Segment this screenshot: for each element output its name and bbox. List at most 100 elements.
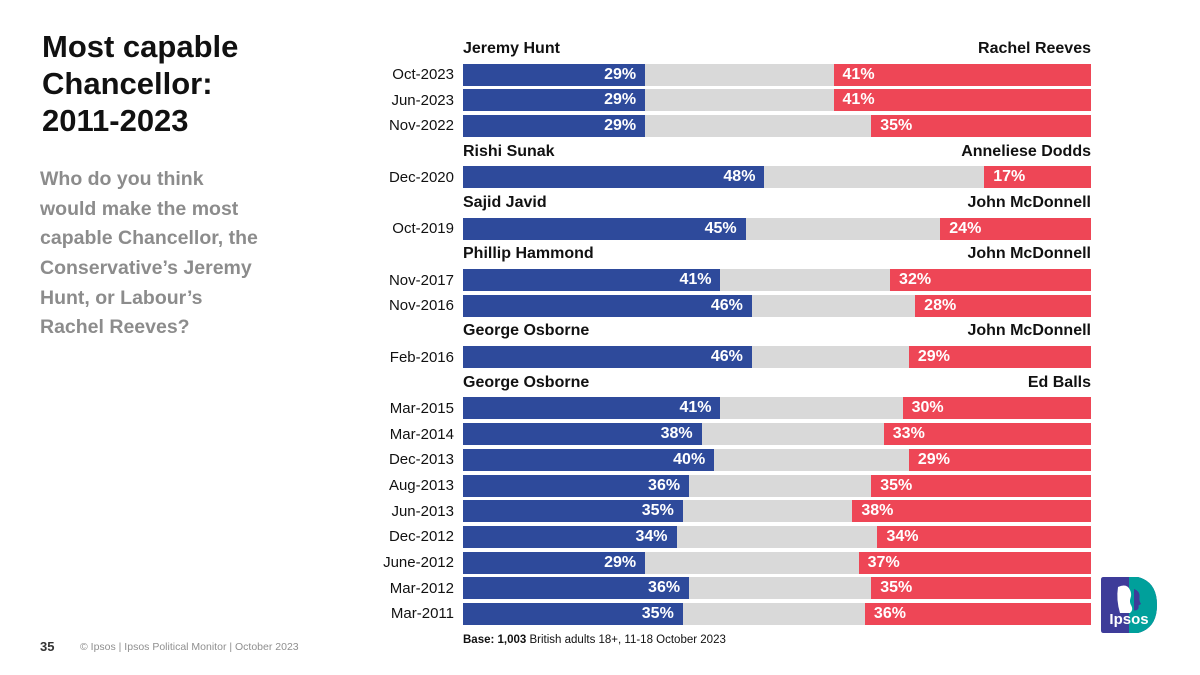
conservative-bar: 29% bbox=[463, 63, 646, 86]
chart-row: Nov-2022 29% 35% bbox=[378, 113, 1094, 139]
labour-bar: 35% bbox=[871, 577, 1091, 600]
pairing-header-row: George Osborne John McDonnell bbox=[378, 319, 1094, 345]
chart-row: Nov-2017 41% 32% bbox=[378, 267, 1094, 293]
labour-bar: 35% bbox=[871, 114, 1091, 137]
ipsos-logo-text: Ipsos bbox=[1109, 611, 1148, 628]
labour-value-label: 30% bbox=[911, 399, 944, 417]
date-label: Nov-2022 bbox=[388, 117, 454, 135]
conservative-bar: 41% bbox=[463, 269, 721, 292]
date-label: Nov-2016 bbox=[388, 297, 454, 315]
date-label: Jun-2013 bbox=[391, 502, 454, 520]
labour-bar: 35% bbox=[871, 474, 1091, 497]
conservative-value-label: 36% bbox=[648, 579, 681, 597]
labour-bar: 30% bbox=[902, 397, 1091, 420]
conservative-bar: 36% bbox=[463, 474, 690, 497]
conservative-bar: 40% bbox=[463, 448, 715, 471]
chart-row: Jun-2013 35% 38% bbox=[378, 498, 1094, 524]
conservative-bar: 29% bbox=[463, 551, 646, 574]
pairing-header: George Osborne Ed Balls bbox=[463, 374, 1091, 392]
pairing-header: Rishi Sunak Anneliese Dodds bbox=[463, 143, 1091, 161]
pairing-header: Sajid Javid John McDonnell bbox=[463, 194, 1091, 212]
conservative-name-label: George Osborne bbox=[463, 373, 590, 391]
chart-row: Dec-2013 40% 29% bbox=[378, 447, 1094, 473]
labour-value-label: 35% bbox=[880, 476, 913, 494]
conservative-name-label: Rishi Sunak bbox=[463, 142, 555, 160]
conservative-bar: 41% bbox=[463, 397, 721, 420]
date-label: Aug-2013 bbox=[388, 477, 454, 495]
conservative-value-label: 46% bbox=[710, 296, 743, 314]
chart-row: Mar-2011 35% 36% bbox=[378, 601, 1094, 627]
labour-value-label: 41% bbox=[842, 65, 875, 83]
conservative-value-label: 29% bbox=[604, 65, 637, 83]
chart-row: Nov-2016 46% 28% bbox=[378, 293, 1094, 319]
conservative-name-label: Jeremy Hunt bbox=[463, 39, 560, 57]
bar-track: 38% 33% bbox=[463, 423, 1091, 446]
chart-row: Dec-2012 34% 34% bbox=[378, 524, 1094, 550]
labour-bar: 37% bbox=[858, 551, 1091, 574]
labour-bar: 41% bbox=[833, 89, 1091, 112]
labour-value-label: 35% bbox=[880, 116, 913, 134]
chart-row: Mar-2012 36% 35% bbox=[378, 575, 1094, 601]
conservative-bar: 48% bbox=[463, 166, 765, 189]
date-label: Dec-2020 bbox=[388, 168, 454, 186]
conservative-value-label: 45% bbox=[704, 219, 737, 237]
date-label: Nov-2017 bbox=[388, 271, 454, 289]
ipsos-logo: Ipsos bbox=[1101, 577, 1157, 633]
labour-value-label: 41% bbox=[842, 91, 875, 109]
date-label: Mar-2012 bbox=[389, 579, 454, 597]
conservative-value-label: 41% bbox=[679, 271, 712, 289]
conservative-bar: 35% bbox=[463, 500, 683, 523]
labour-bar: 28% bbox=[915, 294, 1091, 317]
pairing-header-row: Jeremy Hunt Rachel Reeves bbox=[378, 36, 1094, 62]
labour-bar: 36% bbox=[864, 602, 1091, 625]
labour-name-label: Anneliese Dodds bbox=[961, 142, 1091, 160]
date-label: Dec-2012 bbox=[388, 528, 454, 546]
labour-name-label: Ed Balls bbox=[1027, 373, 1091, 391]
base-note-bold: Base: 1,003 bbox=[463, 634, 527, 646]
conservative-name-label: George Osborne bbox=[463, 322, 590, 340]
date-label: Feb-2016 bbox=[389, 348, 454, 366]
date-label: Dec-2013 bbox=[388, 451, 454, 469]
bar-track: 29% 35% bbox=[463, 114, 1091, 137]
conservative-bar: 36% bbox=[463, 577, 690, 600]
labour-value-label: 33% bbox=[892, 425, 925, 443]
labour-name-label: John McDonnell bbox=[967, 322, 1091, 340]
chart-row: June-2012 29% 37% bbox=[378, 550, 1094, 576]
pairing-header: Phillip Hammond John McDonnell bbox=[463, 245, 1091, 263]
conservative-value-label: 35% bbox=[641, 502, 674, 520]
bar-track: 45% 24% bbox=[463, 217, 1091, 240]
pairing-header-row: George Osborne Ed Balls bbox=[378, 370, 1094, 396]
labour-bar: 24% bbox=[940, 217, 1091, 240]
date-label: June-2012 bbox=[383, 554, 454, 572]
labour-bar: 38% bbox=[852, 500, 1091, 523]
conservative-value-label: 36% bbox=[648, 476, 681, 494]
page-number: 35 bbox=[40, 639, 55, 654]
labour-value-label: 36% bbox=[873, 604, 906, 622]
labour-value-label: 32% bbox=[899, 271, 932, 289]
date-label: Oct-2023 bbox=[392, 66, 454, 84]
labour-value-label: 38% bbox=[861, 502, 894, 520]
labour-value-label: 35% bbox=[880, 579, 913, 597]
conservative-bar: 45% bbox=[463, 217, 746, 240]
bar-track: 29% 37% bbox=[463, 551, 1091, 574]
conservative-value-label: 29% bbox=[604, 116, 637, 134]
conservative-bar: 38% bbox=[463, 423, 702, 446]
labour-bar: 29% bbox=[908, 346, 1091, 369]
conservative-bar: 46% bbox=[463, 294, 752, 317]
conservative-value-label: 40% bbox=[673, 450, 706, 468]
chart-row: Oct-2023 29% 41% bbox=[378, 62, 1094, 88]
labour-bar: 34% bbox=[877, 525, 1091, 548]
labour-value-label: 17% bbox=[993, 168, 1026, 186]
conservative-value-label: 29% bbox=[604, 91, 637, 109]
bar-track: 36% 35% bbox=[463, 577, 1091, 600]
conservative-value-label: 34% bbox=[635, 527, 668, 545]
labour-bar: 33% bbox=[883, 423, 1091, 446]
conservative-bar: 29% bbox=[463, 114, 646, 137]
pairing-header: Jeremy Hunt Rachel Reeves bbox=[463, 40, 1091, 58]
conservative-name-label: Sajid Javid bbox=[463, 193, 547, 211]
labour-value-label: 37% bbox=[867, 553, 900, 571]
conservative-bar: 34% bbox=[463, 525, 677, 548]
conservative-value-label: 46% bbox=[710, 348, 743, 366]
date-label: Jun-2023 bbox=[391, 91, 454, 109]
labour-name-label: Rachel Reeves bbox=[978, 39, 1091, 57]
